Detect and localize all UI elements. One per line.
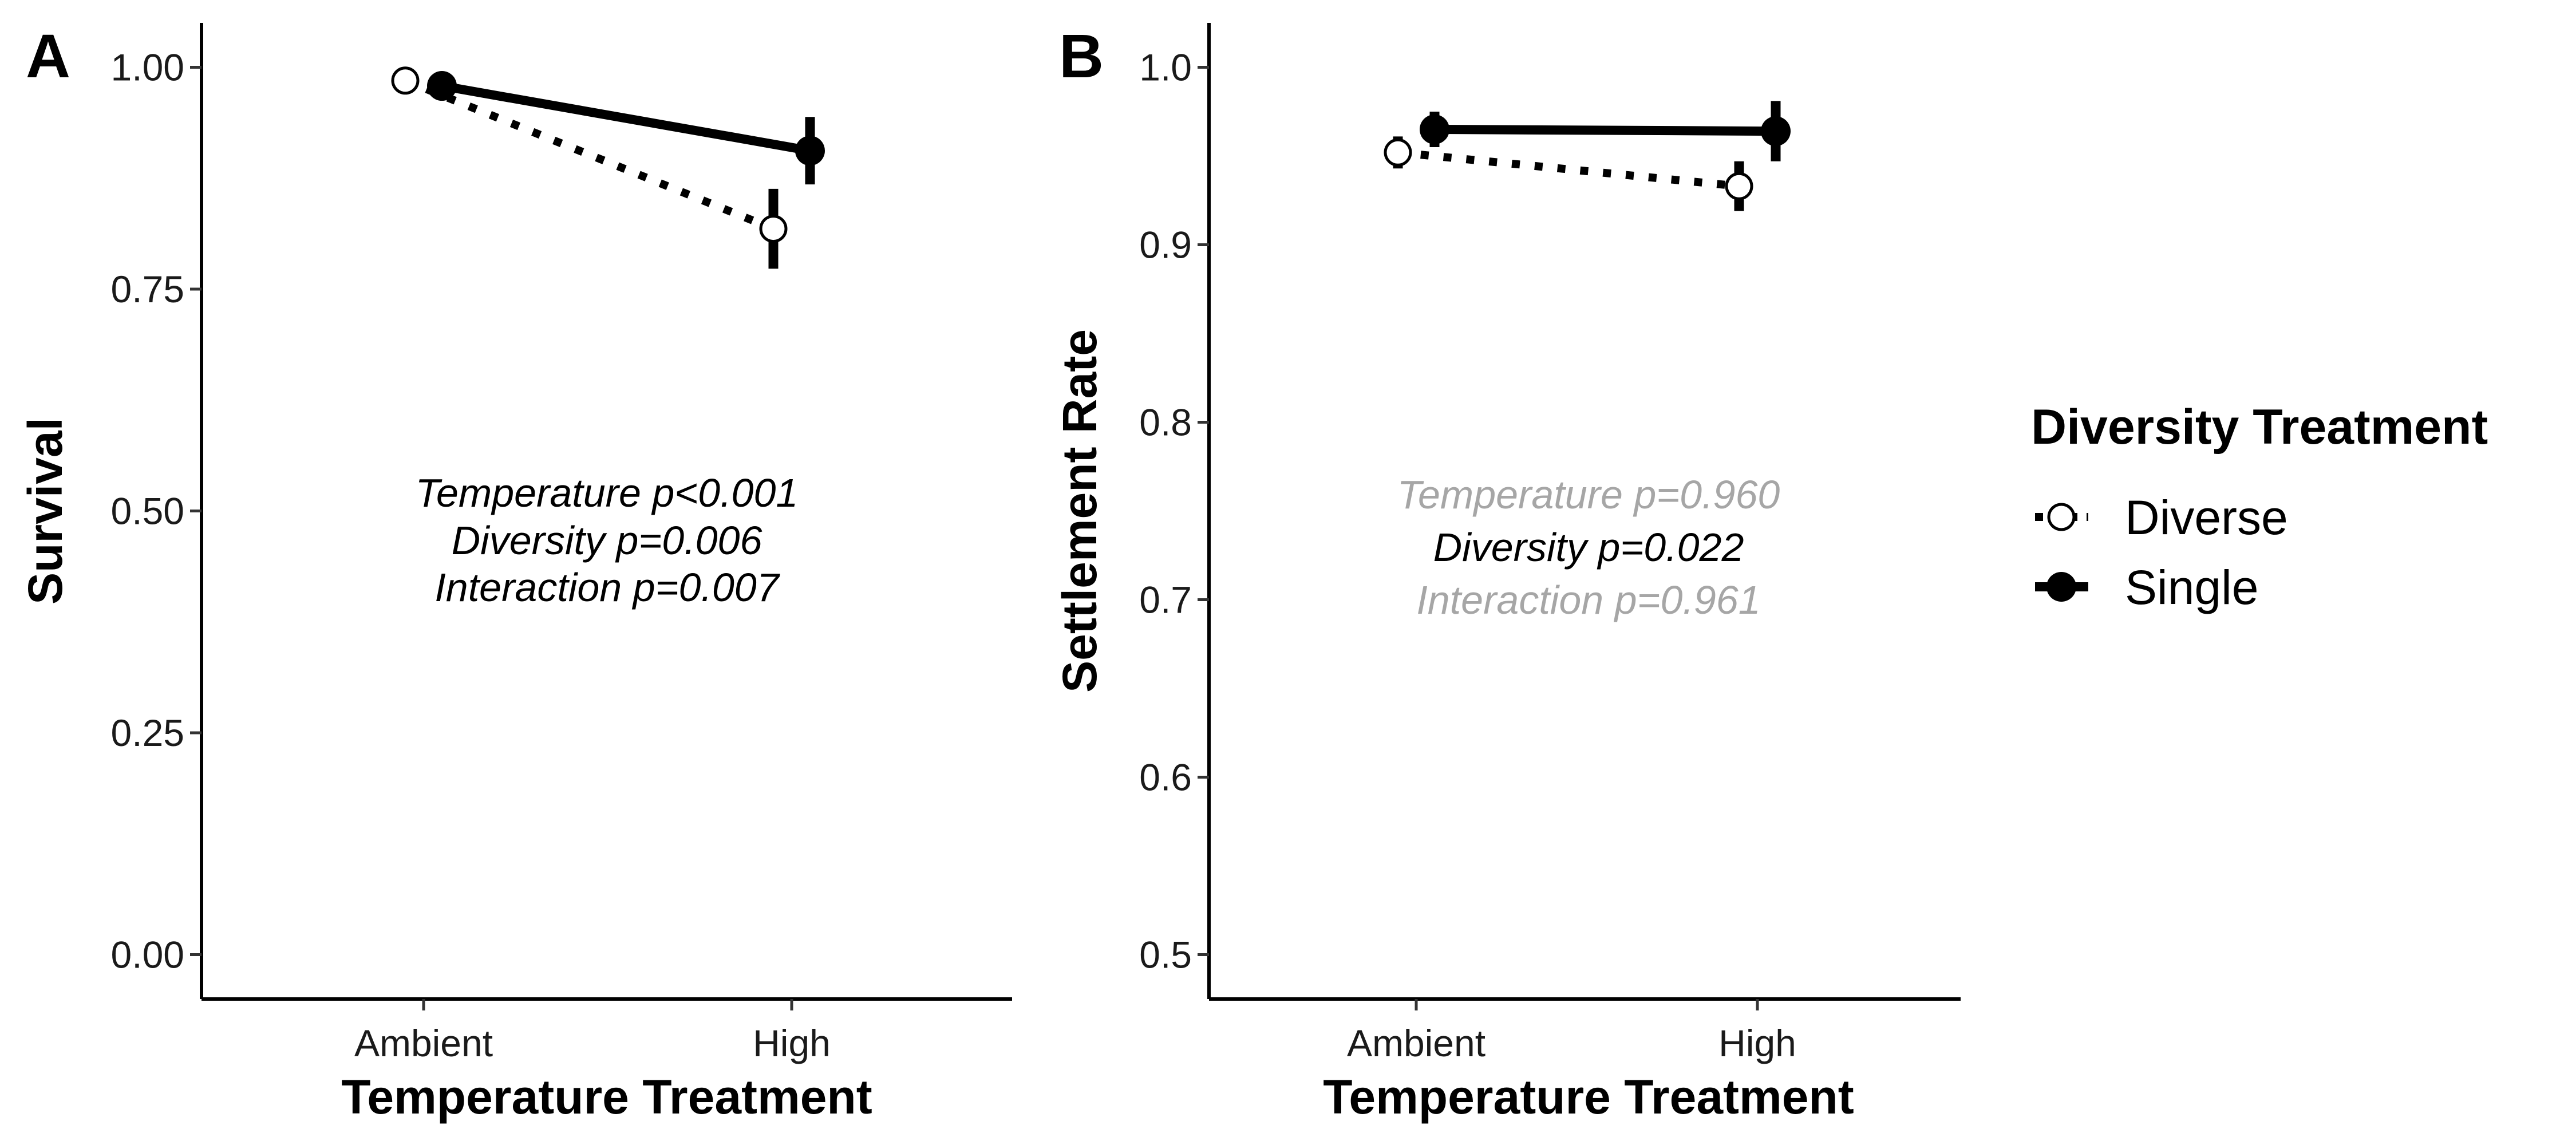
annotation-2: Diversity p=0.022 (1433, 525, 1744, 570)
x-tick-label: Ambient (1347, 1022, 1485, 1064)
y-tick-label: 0.25 (111, 712, 184, 754)
y-tick-label: 0.7 (1139, 579, 1192, 621)
annotation-1: Temperature p<0.001 (416, 471, 799, 515)
y-tick-label: 0.9 (1139, 224, 1192, 266)
panel-tag: B (1059, 21, 1104, 90)
data-point-diverse (1384, 138, 1412, 167)
annotation-3: Interaction p=0.961 (1416, 578, 1760, 622)
series-line-diverse (1397, 148, 1740, 191)
y-tick-label: 0.5 (1139, 934, 1192, 976)
y-axis-title: Survival (18, 417, 72, 605)
data-point-diverse (1725, 172, 1753, 200)
legend: Diversity Treatment Diverse Single (2031, 400, 2488, 614)
y-tick-label: 0.75 (111, 268, 184, 310)
x-axis-title: Temperature Treatment (1323, 1070, 1854, 1124)
annotation-3: Interaction p=0.007 (434, 565, 780, 610)
x-tick-label: Ambient (354, 1022, 493, 1064)
y-tick-label: 1.0 (1139, 46, 1192, 89)
data-point-single (1420, 114, 1449, 144)
y-tick-label: 1.00 (111, 46, 184, 89)
legend-key-marker-single (2046, 572, 2076, 602)
panel-tag: A (26, 21, 70, 90)
y-tick-label: 0.6 (1139, 756, 1192, 799)
data-point-single (1761, 116, 1791, 147)
x-tick-label: High (753, 1022, 831, 1064)
x-axis-title: Temperature Treatment (341, 1070, 872, 1124)
panel-a-survival: 0.00 0.25 0.50 0.75 1.00 Ambient High Temperatu… (18, 21, 1012, 1124)
y-tick-label: 0.50 (111, 490, 184, 532)
legend-label-single: Single (2125, 560, 2259, 614)
annotation-1: Temperature p=0.960 (1397, 472, 1780, 517)
y-tick-label: 0.00 (111, 934, 184, 976)
legend-title: Diversity Treatment (2031, 400, 2488, 455)
y-tick-label: 0.8 (1139, 401, 1192, 444)
series-line-single (1434, 125, 1776, 136)
x-tick-label: High (1718, 1022, 1796, 1064)
data-point-diverse (391, 66, 420, 95)
legend-key-marker-diverse (2047, 503, 2076, 531)
data-point-single (427, 71, 457, 101)
data-point-diverse (759, 215, 788, 243)
series-line-diverse (404, 77, 775, 233)
series-line-single (441, 81, 811, 156)
panel-b-settlement-rate: 0.5 0.6 0.7 0.8 0.9 1.0 Ambient High Temperature… (1053, 21, 1961, 1124)
data-point-single (795, 136, 825, 166)
legend-label-diverse: Diverse (2125, 491, 2288, 544)
y-axis-title: Settlement Rate (1053, 329, 1107, 693)
annotation-2: Diversity p=0.006 (452, 518, 762, 563)
